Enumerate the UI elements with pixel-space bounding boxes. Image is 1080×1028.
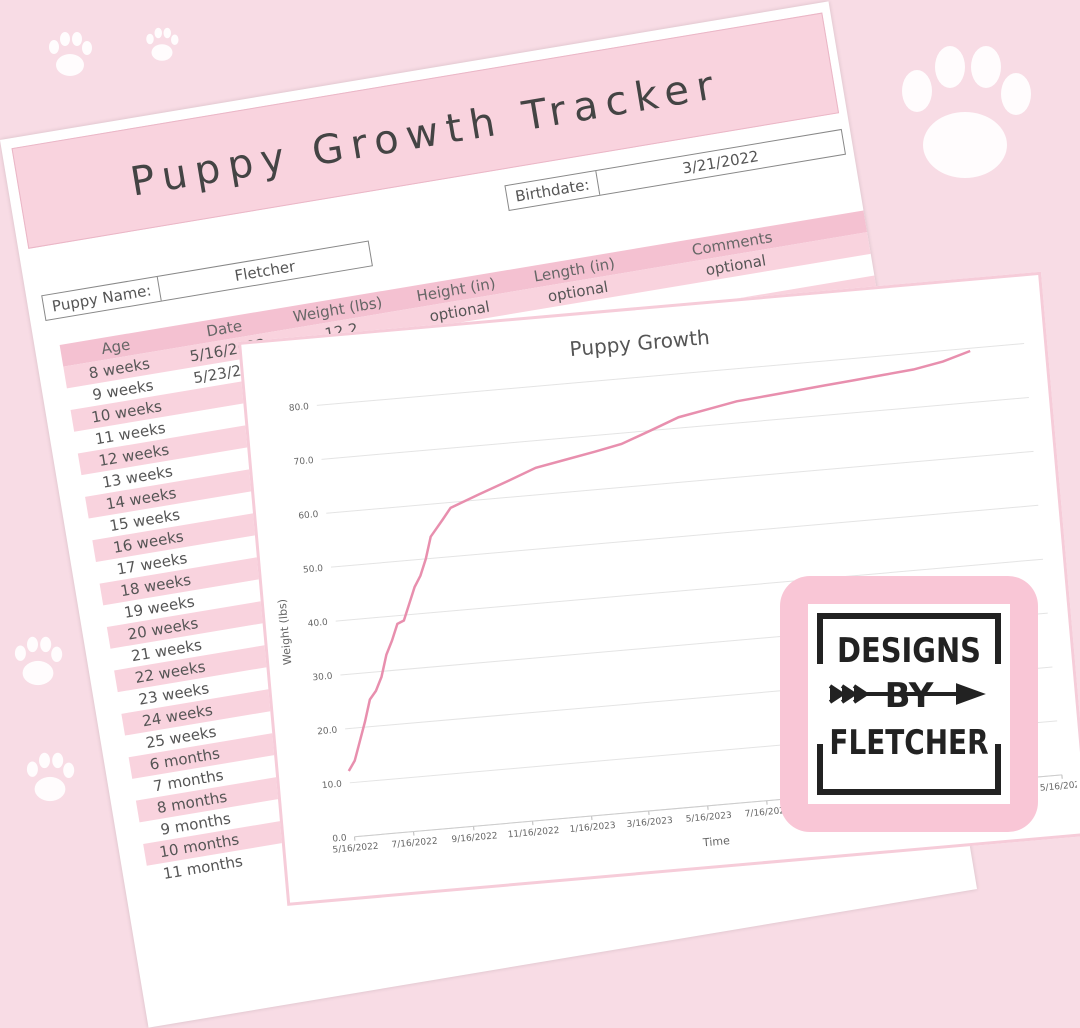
x-tick-label: 3/16/2023 <box>626 816 673 830</box>
logo-art: DESIGNS BY FLETCHER <box>808 604 1010 804</box>
x-tick-label: 1/16/2023 <box>569 821 616 835</box>
logo-card: DESIGNS BY FLETCHER <box>808 604 1010 804</box>
grid-line <box>331 505 1038 567</box>
y-tick-label: 40.0 <box>307 618 328 630</box>
x-tick-label: 9/16/2022 <box>451 831 498 845</box>
page: Puppy Growth Tracker Birthdate: 3/21/202… <box>0 0 1080 864</box>
logo-line-3: FLETCHER <box>829 723 988 762</box>
y-tick-label: 70.0 <box>293 456 314 468</box>
y-tick-label: 20.0 <box>317 726 338 738</box>
x-axis-label: Time <box>701 834 730 849</box>
x-tick-label: 11/16/2022 <box>507 826 560 840</box>
x-tick-label: 5/16/2023 <box>685 811 732 825</box>
grid-line <box>326 451 1033 513</box>
birthdate-label: Birthdate: <box>506 171 600 210</box>
y-tick-label: 50.0 <box>303 564 324 576</box>
grid-line <box>317 344 1024 406</box>
logo: DESIGNS BY FLETCHER <box>780 576 1038 832</box>
x-tick-label: 5/16/2024 <box>1039 780 1080 794</box>
grid-line <box>322 397 1029 459</box>
chart-title: Puppy Growth <box>569 325 711 361</box>
y-tick-label: 10.0 <box>322 780 343 792</box>
y-tick-label: 60.0 <box>298 510 319 522</box>
y-tick-label: 30.0 <box>312 672 333 684</box>
y-axis-label: Weight (lbs) <box>276 598 295 665</box>
puppy-name: Fletcher <box>157 242 372 301</box>
logo-line-1: DESIGNS <box>837 632 981 671</box>
y-tick-label: 80.0 <box>289 402 310 414</box>
y-tick-label: 0.0 <box>332 833 347 844</box>
x-tick-label: 7/16/2022 <box>391 837 438 851</box>
name-label: Puppy Name: <box>42 277 161 320</box>
